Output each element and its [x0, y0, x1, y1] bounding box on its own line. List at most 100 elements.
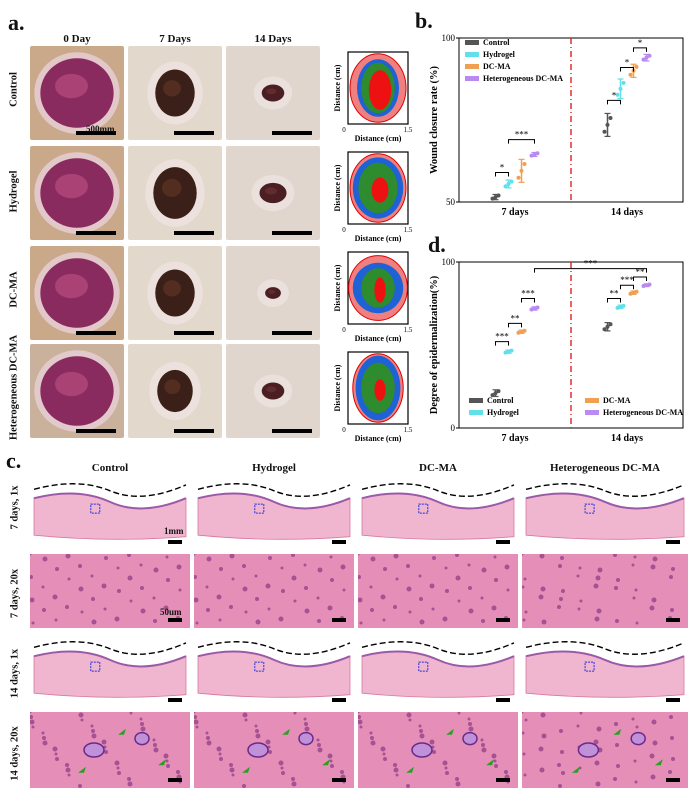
- legend-label: Heterogeneous DC-MA: [483, 74, 563, 83]
- data-point: [496, 389, 501, 394]
- category-label: 14 days: [611, 207, 643, 218]
- data-point: [644, 55, 649, 60]
- row-label-control: Control: [8, 72, 20, 107]
- y-tick-label: 50: [446, 197, 456, 207]
- wound-closure-chart: 50 100 Wound closure rate (%) 7 days 14 days…: [429, 33, 684, 218]
- data-point: [535, 151, 540, 156]
- significance-bracket: **: [607, 289, 621, 303]
- scale-bar: [76, 429, 116, 433]
- scale-bar: [272, 331, 312, 335]
- data-point: [522, 328, 527, 333]
- wound-photo: [128, 246, 222, 340]
- contour-tick: 1.5: [404, 326, 413, 334]
- panel-a-letter: a.: [8, 10, 25, 35]
- histo-col-dcma: DC-MA: [419, 462, 457, 474]
- category-label: 7 days: [502, 207, 529, 218]
- data-point: [529, 153, 534, 158]
- histology-image: [30, 476, 190, 550]
- legend-swatch: [469, 410, 483, 415]
- data-point: [628, 291, 633, 296]
- significance-label: ***: [584, 259, 598, 269]
- scale-label-500mm: 500mm: [86, 124, 115, 134]
- y-axis-label: Degree of epidermalization(%): [429, 275, 440, 414]
- data-point: [532, 152, 537, 157]
- contour-tick: 0: [342, 226, 346, 234]
- histology-image: [194, 634, 354, 708]
- data-point: [496, 193, 501, 198]
- contour-tick: 1.5: [404, 126, 413, 134]
- data-point: [618, 304, 623, 309]
- data-point: [605, 324, 610, 329]
- histo-row-14d-20x: 14 days, 20x: [9, 726, 21, 781]
- col-header-0day: 0 Day: [63, 33, 91, 45]
- legend-swatch: [465, 64, 479, 69]
- data-point: [641, 57, 646, 62]
- wound-photo: [30, 146, 124, 240]
- histology-image: [30, 554, 190, 628]
- contour-ylabel: Distance (cm): [333, 164, 342, 211]
- scale-label-50um: 50um: [160, 607, 182, 617]
- histo-row-7d-1x: 7 days, 1x: [9, 485, 21, 530]
- histology-image: [522, 712, 688, 788]
- significance-bracket: **: [633, 267, 647, 281]
- scale-bar: [272, 131, 312, 135]
- significance-label: *: [500, 162, 505, 172]
- legend-label: Control: [487, 396, 514, 405]
- legend-label: Control: [483, 38, 510, 47]
- significance-bracket: **: [508, 313, 522, 328]
- data-point: [634, 64, 639, 69]
- contour-tick: 1.5: [404, 426, 413, 434]
- legend-swatch: [469, 398, 483, 403]
- significance-bracket: *: [607, 90, 621, 105]
- data-point: [602, 327, 607, 332]
- significance-bracket: *: [633, 38, 647, 52]
- data-point: [490, 196, 495, 201]
- histology-image: [194, 554, 354, 628]
- data-point: [493, 391, 498, 396]
- contour-ylabel: Distance (cm): [333, 364, 342, 411]
- data-point: [621, 303, 626, 308]
- category-label: 7 days: [502, 433, 529, 444]
- histology-image: [358, 712, 518, 788]
- contour-tick: 0: [342, 126, 346, 134]
- category-label: 14 days: [611, 433, 643, 444]
- contour-xlabel: Distance (cm): [355, 434, 402, 443]
- histology-image: [522, 634, 688, 708]
- data-point: [602, 129, 607, 134]
- col-header-14days: 14 Days: [254, 33, 292, 45]
- histology-image: [30, 634, 190, 708]
- wound-photo: [30, 246, 124, 340]
- data-point: [490, 393, 495, 398]
- histology-image: [522, 476, 688, 550]
- contour-xlabel: Distance (cm): [355, 334, 402, 343]
- histo-col-heterogeneous: Heterogeneous DC-MA: [549, 462, 661, 474]
- scale-bar: [76, 131, 116, 135]
- data-point: [493, 195, 498, 200]
- significance-label: *: [625, 58, 630, 68]
- legend-label: Heterogeneous DC-MA: [603, 408, 683, 417]
- contour-ylabel: Distance (cm): [333, 64, 342, 111]
- significance-label: **: [636, 267, 646, 277]
- data-point: [615, 92, 620, 97]
- wound-photo: [128, 146, 222, 240]
- significance-label: ***: [515, 130, 529, 140]
- histology-image: [522, 554, 688, 628]
- histology-image: [358, 554, 518, 628]
- wound-photo: [128, 344, 222, 438]
- data-point: [647, 53, 652, 58]
- data-point: [519, 329, 524, 334]
- significance-label: ***: [521, 289, 535, 299]
- legend-swatch: [465, 40, 479, 45]
- histo-col-hydrogel: Hydrogel: [252, 462, 296, 474]
- contour-xlabel: Distance (cm): [355, 234, 402, 243]
- significance-label: ***: [495, 332, 509, 342]
- scale-bar: [272, 429, 312, 433]
- wound-photo: [226, 246, 320, 340]
- histology-image: [30, 712, 190, 788]
- panel-b-letter: b.: [415, 8, 433, 33]
- contour-ylabel: Distance (cm): [333, 264, 342, 311]
- significance-label: *: [612, 90, 617, 100]
- y-tick-label: 0: [451, 423, 456, 433]
